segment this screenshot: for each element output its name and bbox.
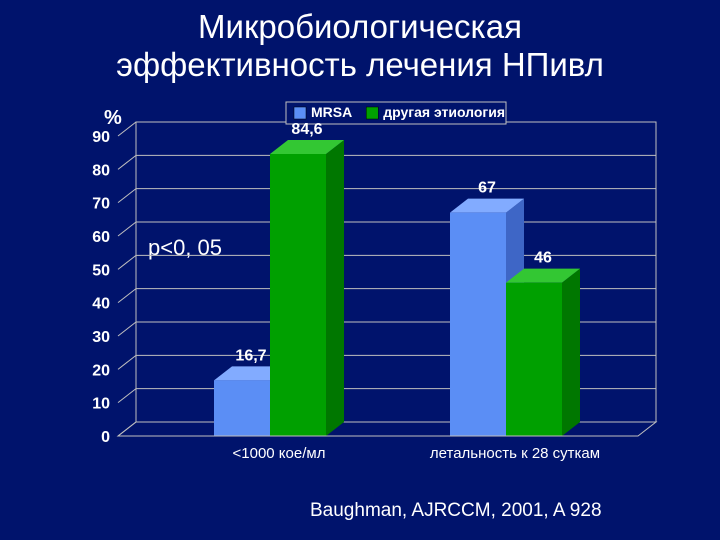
svg-text:84,6: 84,6 [291,121,322,138]
svg-text:50: 50 [92,262,110,279]
svg-text:MRSA: MRSA [311,104,352,120]
svg-text:16,7: 16,7 [235,347,266,364]
svg-text:70: 70 [92,196,110,213]
title-line-1: Микробиологическая [198,8,522,45]
svg-text:46: 46 [534,250,552,267]
slide: Микробиологическая эффективность лечения… [0,0,720,540]
title-line-2: эффективность лечения НПивл [116,46,604,83]
citation-text: Baughman, AJRCCM, 2001, A 928 [310,500,602,522]
svg-text:30: 30 [92,329,110,346]
svg-text:другая этиология: другая этиология [383,104,505,120]
svg-text:90: 90 [92,129,110,146]
svg-text:летальность к 28 суткам: летальность к 28 суткам [430,445,600,462]
svg-text:<1000 кое/мл: <1000 кое/мл [233,445,326,462]
svg-text:80: 80 [92,162,110,179]
svg-text:20: 20 [92,362,110,379]
svg-text:10: 10 [92,396,110,413]
svg-text:60: 60 [92,229,110,246]
slide-title: Микробиологическая эффективность лечения… [0,0,720,84]
bar-chart: 0 10 20 30 40 50 60 70 80 90 MRSA другая этиология 1… [70,100,670,480]
svg-text:67: 67 [478,180,496,197]
svg-text:0: 0 [101,429,110,446]
svg-text:40: 40 [92,296,110,313]
